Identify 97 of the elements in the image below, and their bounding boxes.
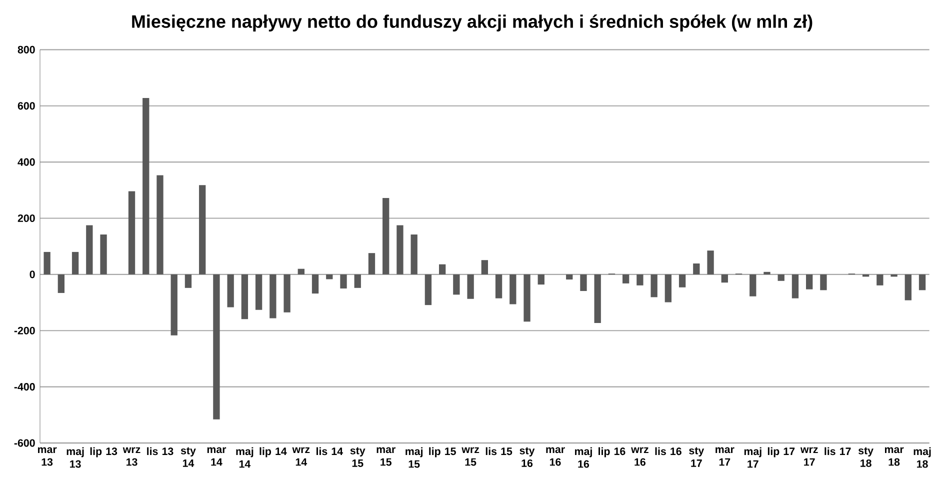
y-tick-label: 800	[18, 46, 35, 54]
bar	[424, 274, 432, 306]
x-tick-label: lip 14	[260, 447, 287, 458]
bar	[199, 185, 206, 274]
x-tick-label: sty 14	[180, 447, 196, 467]
bar	[270, 274, 276, 318]
y-tick-label: 400	[18, 158, 35, 166]
bar	[382, 198, 390, 274]
x-tick-label: lip 16	[598, 447, 626, 458]
bar	[538, 274, 544, 285]
bar	[284, 274, 290, 312]
bar	[354, 274, 361, 288]
bar	[806, 274, 813, 290]
bar	[792, 274, 799, 298]
x-tick-label: sty 15	[350, 447, 366, 467]
bar	[890, 274, 898, 277]
x-tick-label: lip 15	[429, 447, 456, 458]
bar	[495, 274, 502, 298]
y-tick-label: 600	[18, 102, 35, 110]
bar	[170, 274, 178, 336]
y-tick-label: 200	[18, 214, 35, 222]
bar	[467, 274, 474, 299]
y-tick-label: -600	[14, 439, 35, 447]
bar	[410, 234, 418, 274]
x-tick-label: maj 15	[406, 447, 423, 468]
bar	[721, 274, 728, 283]
bar	[678, 274, 686, 288]
bar	[693, 263, 700, 274]
bar	[156, 175, 164, 274]
bar	[326, 274, 333, 280]
bar	[142, 98, 150, 274]
bar	[918, 274, 926, 290]
bar	[44, 252, 50, 274]
bar	[636, 274, 644, 286]
bar	[58, 274, 65, 293]
bar	[566, 274, 573, 280]
bar	[580, 274, 587, 292]
bar	[664, 274, 672, 302]
bar	[86, 225, 93, 274]
y-tick-label: -200	[14, 326, 35, 334]
bar	[707, 250, 714, 274]
x-tick-label: lis 14	[316, 447, 343, 456]
y-tick-label: 0	[30, 270, 35, 278]
x-tick-label: mar 18	[884, 447, 904, 466]
bar	[594, 274, 601, 324]
x-tick-label: wrz 13	[122, 447, 140, 466]
x-tick-label: mar 17	[716, 447, 734, 466]
x-tick-label: lis 13	[147, 447, 174, 456]
bar	[241, 274, 248, 320]
x-tick-label: lip 13	[90, 447, 118, 458]
x-tick-label: mar 16	[546, 447, 565, 466]
x-tick-label: sty 18	[858, 447, 874, 467]
bar	[255, 274, 262, 310]
bar	[778, 274, 784, 281]
x-tick-label: wrz 16	[631, 447, 648, 466]
bar	[368, 253, 376, 274]
chart-title: Miesięczne napływy netto do funduszy akcji małych i średnich spółek (w mln zł)	[132, 14, 812, 32]
bar	[72, 252, 79, 274]
bar	[524, 274, 530, 322]
bar	[312, 274, 319, 294]
x-tick-label: sty 17	[689, 447, 704, 467]
x-tick-label: maj 18	[914, 447, 931, 468]
bar	[820, 274, 827, 290]
bar	[227, 274, 234, 308]
bar	[298, 268, 304, 274]
bar	[184, 274, 192, 288]
bar	[481, 260, 488, 274]
bar	[750, 274, 756, 296]
x-tick-label: mar 13	[38, 447, 57, 466]
y-tick-label: -400	[14, 383, 35, 391]
x-tick-label: wrz 17	[800, 447, 818, 466]
x-tick-label: maj 16	[575, 447, 592, 468]
x-tick-label: wrz 14	[292, 447, 310, 466]
x-tick-label: wrz 15	[462, 447, 480, 466]
x-tick-label: lip 17	[768, 447, 795, 458]
bar	[876, 274, 884, 286]
x-tick-label: lis 17	[824, 447, 851, 456]
bar	[650, 274, 658, 298]
x-tick-label: sty 16	[520, 447, 535, 467]
bar	[340, 274, 347, 288]
x-tick-label: lis 15	[486, 447, 512, 456]
x-tick-label: maj 17	[744, 447, 762, 468]
x-tick-label: mar 14	[207, 447, 226, 466]
bar	[213, 274, 220, 420]
x-tick-label: mar 15	[376, 447, 396, 466]
bar	[510, 274, 516, 304]
bar	[622, 274, 630, 284]
bar	[128, 191, 136, 274]
x-tick-label: lis 16	[655, 447, 682, 456]
bar	[904, 274, 912, 300]
bar	[453, 274, 460, 295]
bar	[764, 272, 770, 274]
x-tick-label: maj 13	[66, 447, 84, 468]
bar	[100, 234, 107, 274]
bar	[438, 264, 446, 274]
bar	[396, 225, 404, 274]
x-tick-label: maj 14	[236, 447, 254, 468]
